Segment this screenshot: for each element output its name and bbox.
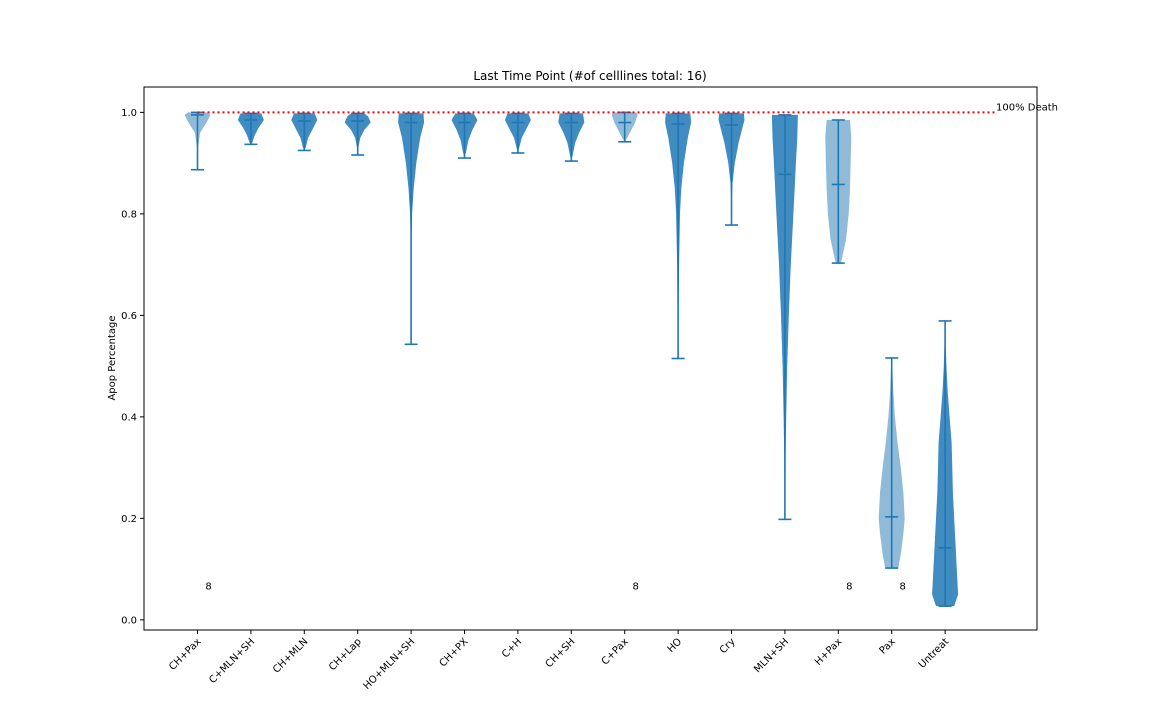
violin-Pax	[878, 357, 905, 569]
y-tick-label: 0.0	[121, 615, 137, 626]
chart-title: Last Time Point (#of celllines total: 16…	[473, 69, 706, 83]
x-tick-label: CH+Lap	[327, 636, 364, 673]
count-annotation: 8	[900, 581, 906, 592]
plot-frame	[143, 86, 1038, 631]
y-tick-label: 0.6	[121, 311, 137, 322]
x-tick-label: CH+MLN	[271, 636, 310, 675]
x-tick-label: C+H	[500, 636, 524, 660]
violin-MLN+SH	[771, 114, 798, 521]
x-tick-label: HO+MLN+SH	[362, 636, 418, 692]
y-axis-label: Apop Percentage	[107, 315, 118, 400]
violin-HO	[665, 112, 692, 360]
y-tick-label: 1.0	[121, 108, 137, 119]
violin-CH+Pax	[184, 111, 211, 171]
violin-CH+PX	[451, 112, 478, 159]
x-tick-label: Cry	[718, 636, 738, 656]
y-tick-label: 0.4	[121, 412, 137, 423]
violin-C+MLN+SH	[237, 112, 264, 146]
x-tick-label: MLN+SH	[752, 636, 791, 675]
y-tick-label: 0.8	[121, 209, 137, 220]
violin-CH+MLN	[291, 112, 318, 152]
x-tick-label: H+Pax	[813, 636, 845, 668]
violin-C+Pax	[611, 111, 638, 143]
x-tick-label: CH+PX	[438, 636, 471, 669]
violin-Cry	[718, 112, 745, 226]
x-tick-label: C+Pax	[600, 636, 631, 667]
reference-line-label: 100% Death	[996, 102, 1058, 113]
x-tick-label: Untreat	[917, 636, 951, 670]
violin-CH+Lap	[344, 112, 371, 156]
violin-H+Pax	[825, 119, 852, 264]
x-tick-label: C+MLN+SH	[207, 636, 257, 686]
x-tick-label: CH+SH	[544, 636, 578, 670]
x-tick-label: Pax	[878, 636, 898, 656]
x-tick-label: CH+Pax	[167, 636, 203, 672]
count-annotation: 8	[846, 581, 852, 592]
y-tick-label: 0.2	[121, 514, 137, 525]
violin-Untreat	[932, 320, 959, 607]
violin-HO+MLN+SH	[398, 112, 425, 346]
violin-CH+SH	[558, 112, 585, 162]
violin-C+H	[504, 112, 531, 154]
x-tick-label: HO	[666, 636, 685, 655]
count-annotation: 8	[205, 581, 211, 592]
count-annotation: 8	[633, 581, 639, 592]
plot-area: 0.0 0.2 0.4 0.6 0.8 1.0 CH+Pax 8 C+MLN+SH CH+MLN C…	[121, 102, 1058, 692]
